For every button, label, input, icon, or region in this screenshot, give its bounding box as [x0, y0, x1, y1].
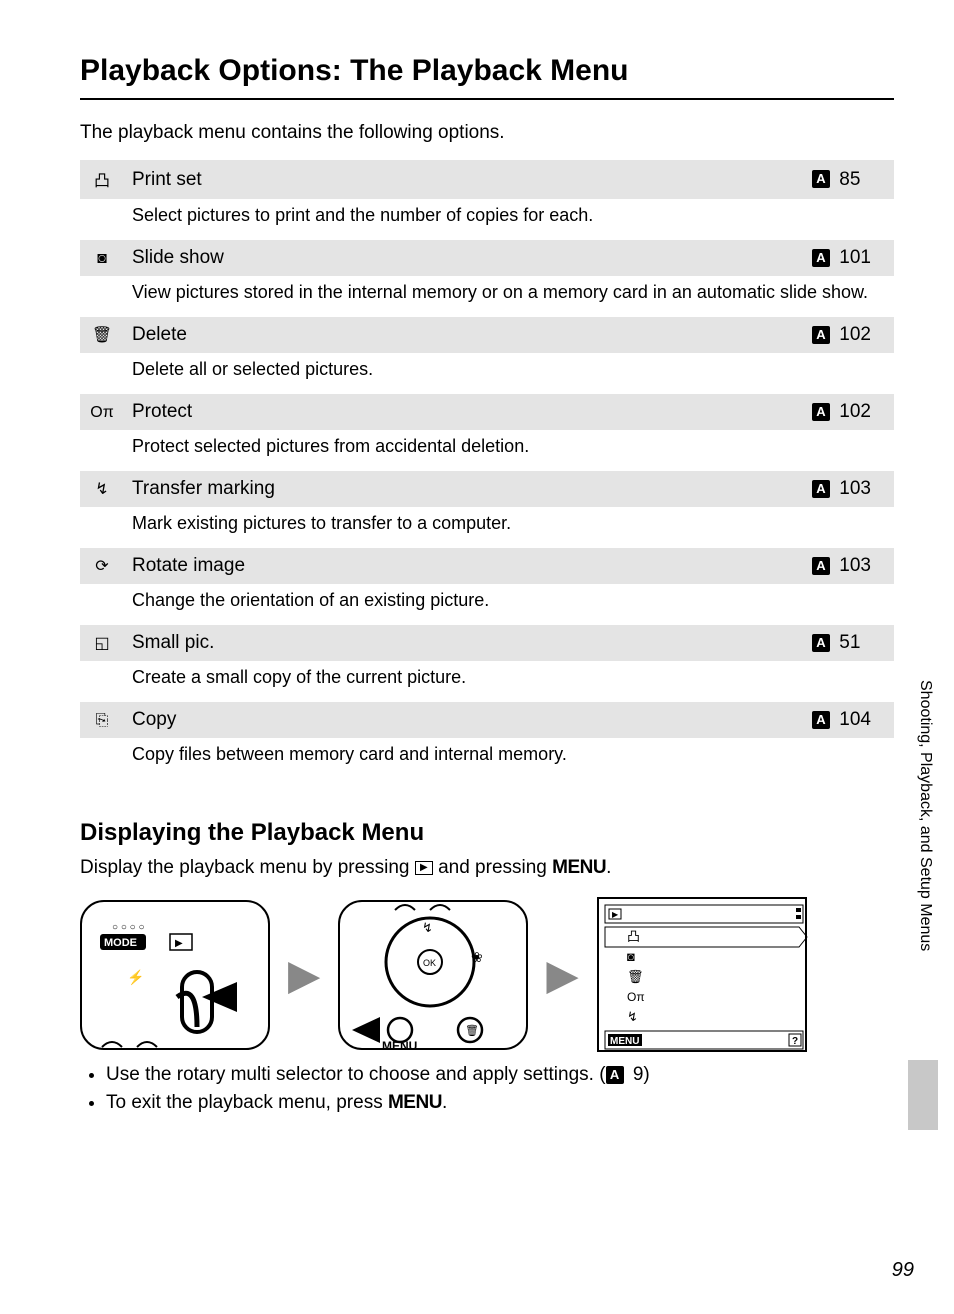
option-label: Slide show [124, 240, 804, 276]
svg-text:○ ○ ○ ○: ○ ○ ○ ○ [112, 922, 145, 933]
intro-text: The playback menu contains the following… [80, 122, 894, 144]
svg-text:▶: ▶ [175, 938, 183, 949]
option-icon: 🗑 [80, 317, 124, 353]
arrow-icon: ▶ [288, 950, 320, 999]
option-page-ref: A 102 [804, 394, 894, 430]
option-label: Transfer marking [124, 471, 804, 507]
option-icon: ⎘ [80, 702, 124, 738]
svg-text:❀: ❀ [471, 949, 483, 965]
table-row: ◱Small pic.A 51 [80, 625, 894, 661]
table-row: Protect selected pictures from accidenta… [80, 430, 894, 471]
svg-text:🗑: 🗑 [627, 969, 644, 984]
option-page-ref: A 85 [804, 160, 894, 199]
option-page-ref: A 103 [804, 548, 894, 584]
bullet-item: Use the rotary multi selector to choose … [106, 1064, 894, 1086]
option-label: Small pic. [124, 625, 804, 661]
table-row: ⎘CopyA 104 [80, 702, 894, 738]
table-row: View pictures stored in the internal mem… [80, 276, 894, 317]
option-description: Change the orientation of an existing pi… [124, 584, 894, 625]
option-description: Protect selected pictures from accidenta… [124, 430, 894, 471]
svg-text:MODE: MODE [104, 937, 137, 949]
svg-text:Oπ: Oπ [627, 990, 645, 1004]
table-row: ↯Transfer markingA 103 [80, 471, 894, 507]
table-row: 凸Print setA 85 [80, 160, 894, 199]
option-label: Print set [124, 160, 804, 199]
option-page-ref: A 101 [804, 240, 894, 276]
option-description: Mark existing pictures to transfer to a … [124, 507, 894, 548]
camera-top-illustration: ○ ○ ○ ○ MODE ▶ ⚡ [80, 900, 270, 1050]
arrow-icon: ▶ [546, 950, 578, 999]
table-row: 🗑DeleteA 102 [80, 317, 894, 353]
option-page-ref: A 51 [804, 625, 894, 661]
table-row: ⟳Rotate imageA 103 [80, 548, 894, 584]
option-icon: 凸 [80, 160, 124, 199]
subheading: Displaying the Playback Menu [80, 819, 894, 847]
camera-back-illustration: OK ↯ ❀ MENU 🗑 [338, 900, 528, 1050]
page-title: Playback Options: The Playback Menu [80, 40, 894, 100]
display-instructions: Display the playback menu by pressing ▶ … [80, 857, 894, 879]
menu-label-inline: MENU [388, 1092, 442, 1113]
table-row: ◙Slide showA 101 [80, 240, 894, 276]
option-page-ref: A 104 [804, 702, 894, 738]
option-description: View pictures stored in the internal mem… [124, 276, 894, 317]
table-row: Change the orientation of an existing pi… [80, 584, 894, 625]
svg-text:MENU: MENU [382, 1039, 417, 1052]
option-description: Delete all or selected pictures. [124, 353, 894, 394]
option-label: Protect [124, 394, 804, 430]
playback-options-table: 凸Print setA 85Select pictures to print a… [80, 160, 894, 779]
table-row: Delete all or selected pictures. [80, 353, 894, 394]
option-icon: ◙ [80, 240, 124, 276]
option-icon: ⟳ [80, 548, 124, 584]
side-tab-block [908, 1060, 938, 1130]
svg-text:↯: ↯ [627, 1009, 638, 1024]
lcd-screen-illustration: ▶ 凸 ◙ 🗑 Oπ ↯ MENU ? [597, 897, 807, 1052]
option-label: Copy [124, 702, 804, 738]
option-description: Create a small copy of the current pictu… [124, 661, 894, 702]
option-label: Delete [124, 317, 804, 353]
svg-text:凸: 凸 [627, 929, 640, 944]
svg-text:?: ? [792, 1036, 798, 1047]
bullet-item: To exit the playback menu, press MENU. [106, 1092, 894, 1114]
page-number: 99 [892, 1259, 914, 1282]
menu-label-inline: MENU [552, 857, 606, 878]
svg-text:◙: ◙ [627, 949, 635, 964]
option-icon: ◱ [80, 625, 124, 661]
instruction-bullets: Use the rotary multi selector to choose … [80, 1064, 894, 1114]
option-description: Copy files between memory card and inter… [124, 738, 894, 779]
option-label: Rotate image [124, 548, 804, 584]
svg-text:⚡: ⚡ [127, 969, 144, 986]
svg-text:OK: OK [423, 958, 436, 968]
option-description: Select pictures to print and the number … [124, 199, 894, 240]
side-tab-label: Shooting, Playback, and Setup Menus [916, 680, 934, 951]
table-row: Create a small copy of the current pictu… [80, 661, 894, 702]
illustration-row: ○ ○ ○ ○ MODE ▶ ⚡ ▶ OK ↯ ❀ [80, 897, 894, 1052]
table-row: Mark existing pictures to transfer to a … [80, 507, 894, 548]
play-icon: ▶ [415, 861, 433, 875]
option-icon: ↯ [80, 471, 124, 507]
option-page-ref: A 102 [804, 317, 894, 353]
table-row: Copy files between memory card and inter… [80, 738, 894, 779]
ref-icon: A [606, 1066, 624, 1084]
svg-text:▶: ▶ [612, 910, 619, 919]
option-page-ref: A 103 [804, 471, 894, 507]
table-row: Select pictures to print and the number … [80, 199, 894, 240]
svg-text:🗑: 🗑 [465, 1024, 479, 1037]
svg-text:MENU: MENU [610, 1036, 639, 1047]
option-icon: Oπ [80, 394, 124, 430]
svg-text:↯: ↯ [422, 920, 433, 935]
table-row: OπProtectA 102 [80, 394, 894, 430]
